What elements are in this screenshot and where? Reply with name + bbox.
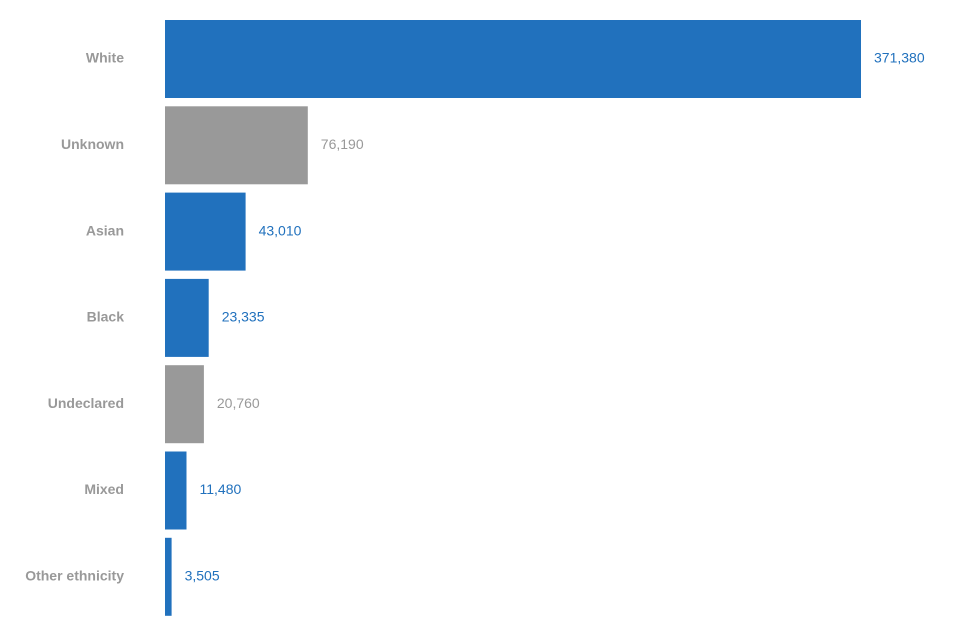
category-label-undeclared: Undeclared [48,395,124,411]
value-label-white: 371,380 [874,50,925,66]
bar-undeclared [165,365,204,444]
value-label-other-ethnicity: 3,505 [185,568,220,584]
bars-group [165,20,861,616]
bar-mixed [165,451,187,530]
bar-other-ethnicity [165,537,172,616]
bar-asian [165,192,246,271]
category-label-black: Black [87,309,125,325]
bar-unknown [165,106,308,185]
category-label-mixed: Mixed [84,481,124,497]
value-label-mixed: 11,480 [200,481,242,497]
category-label-unknown: Unknown [61,136,124,152]
category-label-other-ethnicity: Other ethnicity [25,568,124,584]
bar-white [165,20,861,98]
value-label-black: 23,335 [222,309,265,325]
bar-black [165,278,209,357]
value-label-undeclared: 20,760 [217,395,260,411]
value-label-asian: 43,010 [259,222,302,238]
value-labels-group: 371,380 76,190 43,010 23,335 20,760 11,480 3,5… [185,50,925,584]
category-labels-group: White Unknown Asian Black Undeclared Mixed Oth… [25,50,124,584]
value-label-unknown: 76,190 [321,136,364,152]
category-label-asian: Asian [86,222,124,238]
category-label-white: White [86,50,124,66]
